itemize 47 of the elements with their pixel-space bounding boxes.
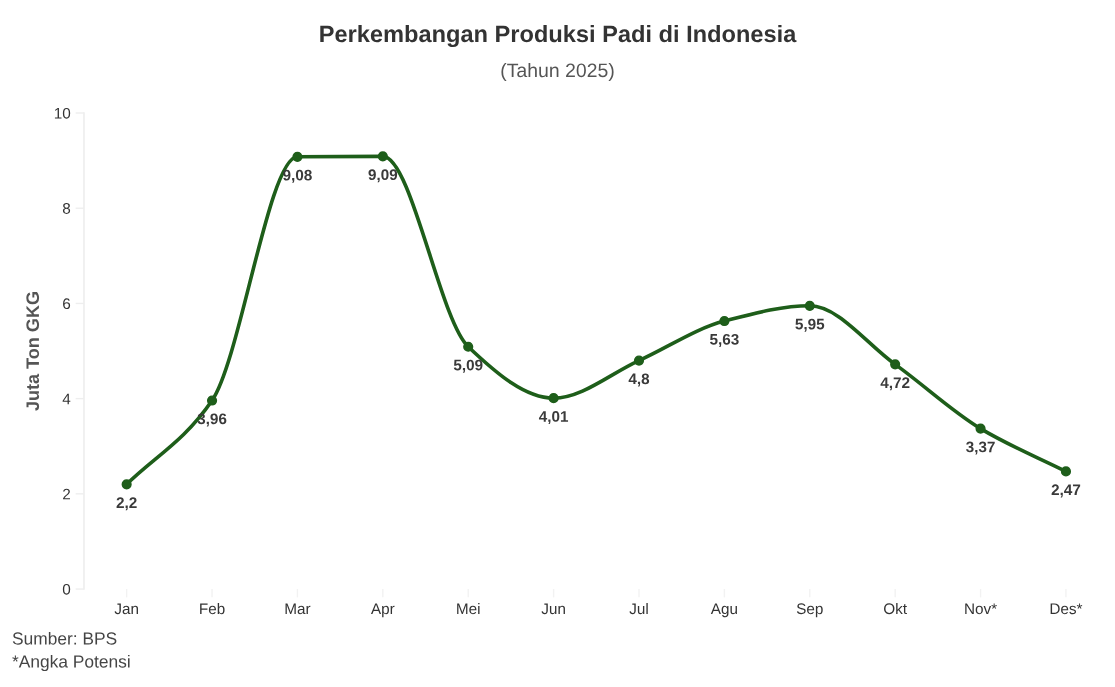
x-tick-label: Okt xyxy=(884,602,907,615)
point xyxy=(292,151,303,162)
point xyxy=(719,315,730,327)
x-tick-label: Agu xyxy=(710,603,737,618)
data-label: 4,72 xyxy=(880,377,910,391)
data-label: 5,09 xyxy=(453,359,483,373)
y-tick-label: 10 xyxy=(54,107,71,119)
data-label: 3,37 xyxy=(966,441,995,455)
point xyxy=(377,151,388,162)
chart-title: Perkembangan Produksi Padi di Indonesia xyxy=(320,24,797,48)
point xyxy=(548,393,559,404)
x-tick-label: Feb xyxy=(200,602,225,615)
point xyxy=(633,355,645,366)
y-tick-label: 4 xyxy=(62,393,71,405)
point xyxy=(975,423,986,434)
y-tick-label: 0 xyxy=(62,583,71,595)
x-tick-label: Nov* xyxy=(965,603,997,615)
data-label: 9,09 xyxy=(368,169,398,183)
y-axis-title: Juta Ton GKG xyxy=(26,292,40,411)
data-label: 3,96 xyxy=(197,413,227,427)
y-tick-label: 6 xyxy=(63,298,71,310)
x-tick-label: Apr xyxy=(370,603,395,618)
point xyxy=(890,359,901,370)
point xyxy=(463,341,474,352)
x-tick-label: Des* xyxy=(1050,603,1083,615)
data-label: 4,01 xyxy=(538,411,569,425)
x-tick-label: Jun xyxy=(541,603,565,615)
data-label: 9,08 xyxy=(283,169,312,183)
point xyxy=(804,300,815,311)
data-label: 4,8 xyxy=(628,373,650,387)
text: Sumber: BPS xyxy=(12,631,117,645)
x-tick-label: Mei xyxy=(457,602,480,615)
point xyxy=(121,479,132,490)
x-tick-label: Sep xyxy=(796,603,823,618)
y-tick-label: 8 xyxy=(62,203,71,214)
x-tick-label: Jul xyxy=(629,602,648,615)
data-label: 5,63 xyxy=(709,333,739,347)
chart-subtitle: (Tahun 2025) xyxy=(501,62,614,82)
data-label: 2,2 xyxy=(116,497,137,511)
data-label: 5,95 xyxy=(795,318,825,332)
data-label: 2,47 xyxy=(1051,484,1081,498)
x-tick-label: Mar xyxy=(285,603,311,615)
y-tick-label: 2 xyxy=(63,488,70,500)
point xyxy=(1060,466,1072,477)
text: *Angka Potensi xyxy=(12,654,130,672)
x-tick-label: Jan xyxy=(114,603,138,615)
point xyxy=(206,395,218,406)
